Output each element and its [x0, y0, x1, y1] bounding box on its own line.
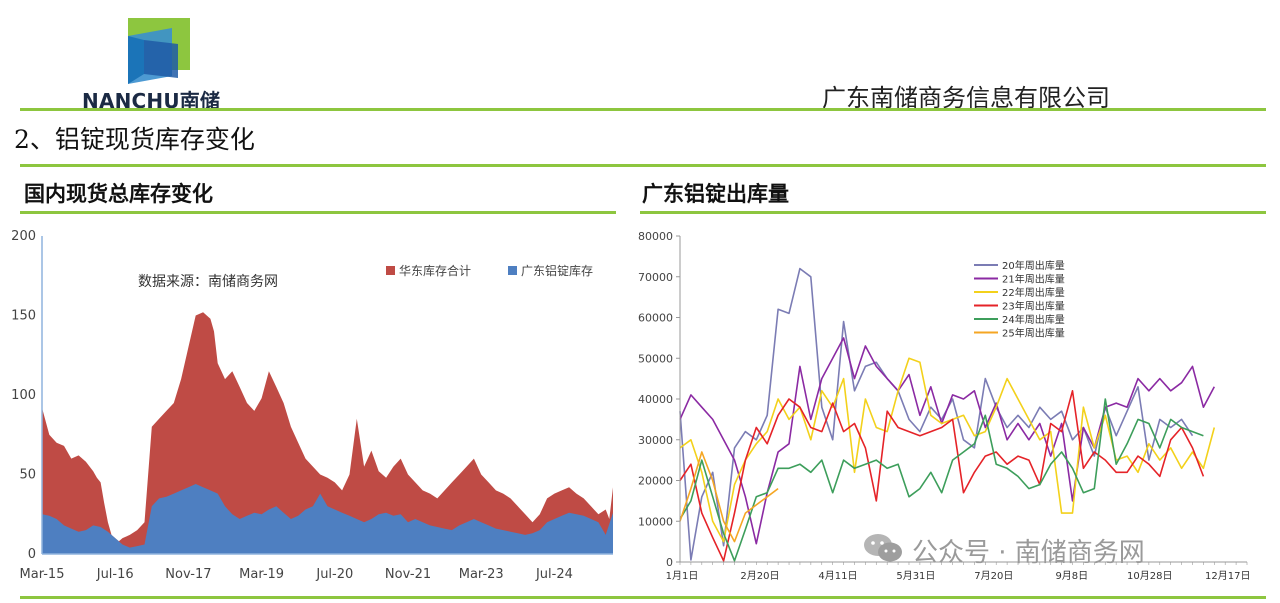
right-x-tick-label: 9月8日 — [1055, 570, 1088, 582]
right-y-tick-label: 30000 — [638, 434, 673, 447]
legend-label: 21年周出库量 — [1002, 273, 1065, 286]
series-line — [679, 267, 1194, 561]
guangdong-outbound-chart: 0 10000 20000 30000 40000 50000 60000 70000 8000… — [638, 230, 1250, 582]
series-line — [679, 357, 1216, 543]
series-line — [679, 398, 1204, 562]
right-x-tick-label: 10月28日 — [1127, 570, 1172, 582]
wechat-icon — [864, 534, 902, 562]
left-x-tick-label: Mar-19 — [239, 567, 284, 582]
guangdong-inventory-area — [42, 484, 613, 554]
company-name: 广东南储商务信息有限公司 — [822, 84, 1110, 112]
nanchu-logo — [128, 18, 190, 84]
right-y-tick-label: 40000 — [638, 393, 673, 406]
left-x-tick-label: Nov-17 — [165, 567, 211, 582]
left-x-tick-label: Jul-20 — [315, 567, 353, 582]
section-title: 2、铝锭现货库存变化 — [14, 125, 255, 154]
section-divider — [20, 164, 1266, 167]
left-y-tick-label: 100 — [11, 388, 36, 403]
left-x-tick-label: Mar-15 — [20, 567, 65, 582]
right-y-tick-label: 10000 — [638, 515, 673, 528]
source-note: 数据来源：南储商务网 — [138, 274, 278, 290]
right-title-divider — [640, 211, 1266, 214]
left-x-tick-label: Nov-21 — [385, 567, 431, 582]
left-x-tick-label: Mar-23 — [459, 567, 504, 582]
right-x-tick-label: 4月11日 — [818, 570, 857, 582]
watermark-text: 公众号 · 南储商务网 — [912, 538, 1145, 568]
left-y-tick-label: 50 — [19, 468, 36, 483]
legend-label: 华东库存合计 — [399, 263, 471, 278]
legend-label: 24年周出库量 — [1002, 313, 1065, 326]
right-x-tick-label: 2月20日 — [740, 570, 779, 582]
right-y-tick-label: 0 — [666, 556, 673, 569]
legend-label: 广东铝锭库存 — [521, 263, 593, 278]
series-line — [679, 451, 779, 543]
legend-label: 25年周出库量 — [1002, 327, 1065, 340]
left-y-tick-label: 150 — [11, 309, 36, 324]
left-y-tick-label: 0 — [28, 547, 36, 562]
legend-swatch — [386, 266, 395, 275]
right-x-tick-label: 7月20日 — [974, 570, 1013, 582]
domestic-inventory-chart: 0 50 100 150 200 Mar-15 Jul-16 Nov-17 Mar-19 Jul-… — [11, 229, 613, 582]
footer-divider — [20, 596, 1266, 599]
right-x-tick-label: 1月1日 — [666, 570, 699, 582]
header-divider — [20, 108, 1266, 111]
legend-label: 20年周出库量 — [1002, 259, 1065, 272]
left-y-tick-label: 200 — [11, 229, 36, 244]
legend-swatch — [508, 266, 517, 275]
right-y-tick-label: 80000 — [638, 230, 673, 243]
legend-label: 23年周出库量 — [1002, 300, 1065, 313]
series-line — [679, 337, 1216, 545]
right-y-tick-label: 60000 — [638, 312, 673, 325]
legend-label: 22年周出库量 — [1002, 286, 1065, 299]
right-x-tick-label: 5月31日 — [896, 570, 935, 582]
left-title-divider — [20, 211, 616, 214]
left-chart-title: 国内现货总库存变化 — [24, 181, 213, 206]
right-y-tick-label: 50000 — [638, 352, 673, 365]
right-chart-title: 广东铝锭出库量 — [642, 181, 789, 206]
left-x-tick-label: Jul-16 — [96, 567, 134, 582]
right-y-tick-label: 20000 — [638, 475, 673, 488]
left-x-tick-label: Jul-24 — [535, 567, 573, 582]
series-line — [679, 390, 1205, 562]
right-y-tick-label: 70000 — [638, 271, 673, 284]
right-x-tick-label: 12月17日 — [1205, 570, 1250, 582]
